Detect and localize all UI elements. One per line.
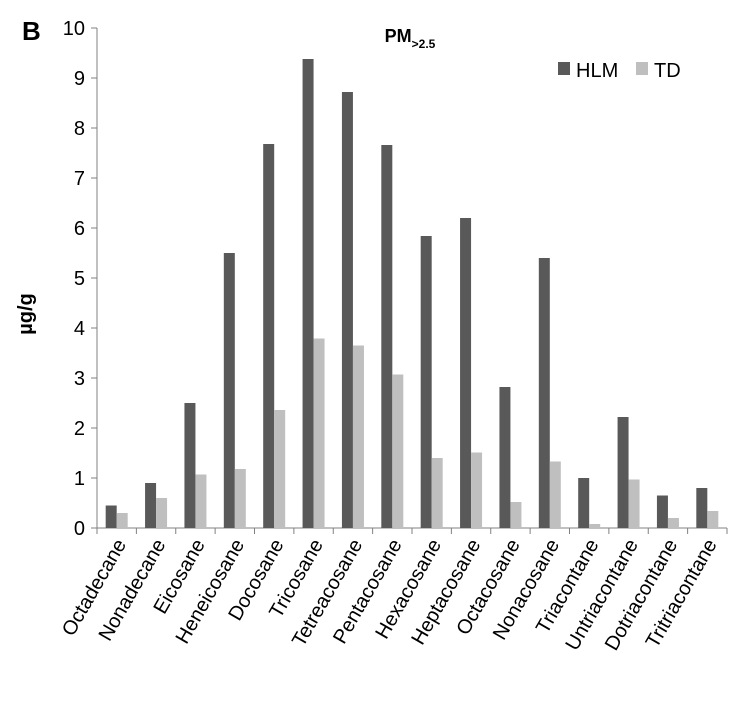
y-tick-label: 2 [74, 418, 85, 440]
bar-hlm [302, 59, 314, 528]
bar-td [549, 461, 561, 528]
bar-td [510, 502, 522, 528]
legend: HLM TD [558, 60, 681, 82]
bar-td [313, 338, 325, 528]
y-tick-label: 6 [74, 218, 85, 240]
bar-hlm [420, 236, 432, 528]
bar-hlm [538, 258, 550, 528]
y-tick-label: 10 [63, 18, 85, 40]
bar-td [116, 513, 128, 528]
bar-td [471, 452, 483, 528]
y-tick-label: 8 [74, 118, 85, 140]
bar-hlm [223, 253, 235, 528]
chart-title-main: PM [385, 26, 412, 46]
y-tick-label: 9 [74, 68, 85, 90]
bar-td [274, 410, 286, 528]
y-tick-label: 7 [74, 168, 85, 190]
legend-swatch-hlm [558, 62, 570, 75]
bar-td [392, 374, 404, 528]
bar-td [431, 458, 443, 528]
chart-title-subscript: >2.5 [412, 37, 436, 51]
y-tick-label: 0 [74, 518, 85, 540]
panel-label: B [22, 16, 41, 46]
y-tick-label: 1 [74, 468, 85, 490]
legend-label-hlm: HLM [576, 60, 618, 82]
y-axis-label: µg/g [15, 293, 37, 335]
bar-hlm [578, 478, 590, 528]
bar-td [628, 479, 640, 528]
bar-td [667, 518, 679, 528]
bar-hlm [184, 403, 196, 528]
bar-td [234, 469, 246, 528]
y-tick-label: 4 [74, 318, 85, 340]
bar-hlm [105, 505, 117, 528]
legend-swatch-td [636, 62, 648, 75]
bar-hlm [145, 483, 157, 528]
bar-hlm [696, 488, 708, 528]
bar-td [589, 524, 601, 528]
bar-td [195, 474, 207, 528]
bar-hlm [263, 144, 275, 528]
bar-hlm [499, 387, 511, 528]
bar-hlm [656, 495, 668, 528]
y-tick-label: 3 [74, 368, 85, 390]
bar-hlm [617, 417, 629, 528]
chart-title: PM>2.5 [385, 26, 436, 51]
bar-td [352, 345, 364, 528]
y-tick-label: 5 [74, 268, 85, 290]
bar-hlm [381, 145, 393, 528]
legend-label-td: TD [654, 60, 681, 82]
plot-area: 012345678910OctadecaneNonadecaneEicosane… [58, 18, 728, 654]
bar-hlm [341, 92, 353, 528]
bar-td [156, 498, 168, 528]
bar-td [707, 511, 719, 528]
bar-hlm [460, 218, 472, 528]
